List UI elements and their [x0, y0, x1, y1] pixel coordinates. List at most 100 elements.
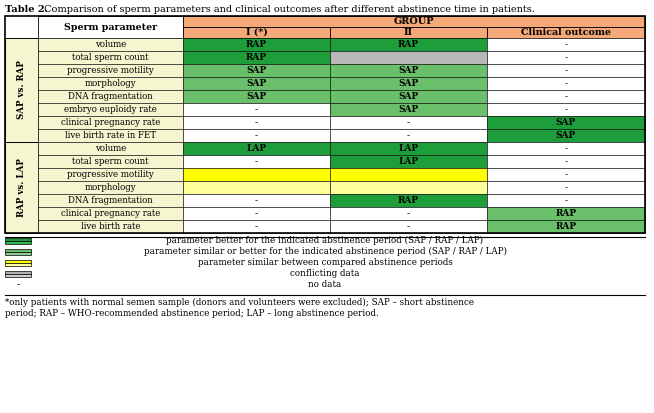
- Text: SAP: SAP: [556, 118, 576, 127]
- Bar: [5, 16, 645, 233]
- Bar: [5, 271, 31, 274]
- Bar: [487, 38, 645, 51]
- Text: parameter better for the indicated abstinence period (SAP / RAP / LAP): parameter better for the indicated absti…: [166, 236, 483, 245]
- Bar: [5, 252, 31, 254]
- Bar: [38, 116, 183, 129]
- Text: -: -: [255, 222, 258, 231]
- Text: -: -: [564, 170, 568, 179]
- Bar: [38, 16, 183, 38]
- Text: -: -: [407, 118, 410, 127]
- Bar: [487, 64, 645, 77]
- Bar: [183, 90, 330, 103]
- Text: SAP: SAP: [398, 105, 419, 114]
- Bar: [38, 220, 183, 233]
- Bar: [38, 207, 183, 220]
- Text: volume: volume: [95, 40, 126, 49]
- Bar: [183, 155, 330, 168]
- Bar: [330, 90, 487, 103]
- Bar: [330, 220, 487, 233]
- Text: -: -: [255, 105, 258, 114]
- Text: -: -: [255, 157, 258, 166]
- Text: DNA fragmentation: DNA fragmentation: [68, 92, 153, 101]
- Bar: [183, 27, 330, 38]
- Text: total sperm count: total sperm count: [72, 157, 148, 166]
- Text: LAP: LAP: [247, 144, 267, 153]
- Bar: [183, 103, 330, 116]
- Text: SAP: SAP: [556, 131, 576, 140]
- Text: Clinical outcome: Clinical outcome: [521, 28, 611, 37]
- Bar: [183, 142, 330, 155]
- Bar: [5, 260, 31, 263]
- Bar: [183, 38, 330, 51]
- Bar: [183, 77, 330, 90]
- Bar: [330, 38, 487, 51]
- Bar: [487, 207, 645, 220]
- Bar: [5, 142, 38, 233]
- Bar: [487, 116, 645, 129]
- Text: -: -: [564, 196, 568, 205]
- Bar: [183, 220, 330, 233]
- Bar: [38, 38, 183, 51]
- Bar: [38, 129, 183, 142]
- Bar: [330, 27, 487, 38]
- Text: embryo euploidy rate: embryo euploidy rate: [64, 105, 157, 114]
- Text: live birth rate: live birth rate: [80, 222, 140, 231]
- Bar: [330, 168, 487, 181]
- Text: Table 2.: Table 2.: [5, 5, 48, 14]
- Bar: [38, 51, 183, 64]
- Text: RAP: RAP: [246, 40, 267, 49]
- Text: -: -: [564, 40, 568, 49]
- Text: -: -: [564, 53, 568, 62]
- Bar: [38, 194, 183, 207]
- Text: -: -: [255, 196, 258, 205]
- Bar: [487, 129, 645, 142]
- Text: SAP: SAP: [398, 66, 419, 75]
- Bar: [330, 194, 487, 207]
- Bar: [330, 181, 487, 194]
- Text: -: -: [407, 209, 410, 218]
- Text: LAP: LAP: [398, 144, 419, 153]
- Bar: [330, 129, 487, 142]
- Bar: [5, 249, 31, 252]
- Text: -: -: [564, 66, 568, 75]
- Text: LAP: LAP: [398, 157, 419, 166]
- Text: clinical pregnancy rate: clinical pregnancy rate: [61, 118, 160, 127]
- Bar: [38, 103, 183, 116]
- Bar: [487, 194, 645, 207]
- Bar: [487, 142, 645, 155]
- Bar: [487, 77, 645, 90]
- Bar: [330, 155, 487, 168]
- Text: conflicting data: conflicting data: [290, 269, 360, 278]
- Text: no data: no data: [309, 280, 341, 289]
- Text: GROUP: GROUP: [394, 17, 434, 26]
- Text: II: II: [404, 28, 413, 37]
- Bar: [330, 64, 487, 77]
- Bar: [38, 64, 183, 77]
- Text: -: -: [255, 131, 258, 140]
- Text: RAP: RAP: [398, 196, 419, 205]
- Text: volume: volume: [95, 144, 126, 153]
- Text: DNA fragmentation: DNA fragmentation: [68, 196, 153, 205]
- Text: morphology: morphology: [84, 183, 136, 192]
- Text: -: -: [564, 79, 568, 88]
- Bar: [38, 181, 183, 194]
- Text: -: -: [564, 92, 568, 101]
- Bar: [183, 116, 330, 129]
- Text: RAP: RAP: [555, 222, 577, 231]
- Bar: [330, 77, 487, 90]
- Text: SAP: SAP: [247, 79, 267, 88]
- Text: SAP: SAP: [247, 92, 267, 101]
- Text: *only patients with normal semen sample (donors and volunteers were excluded); S: *only patients with normal semen sample …: [5, 298, 474, 318]
- Text: parameter similar between compared abstinence periods: parameter similar between compared absti…: [198, 258, 453, 267]
- Text: -: -: [255, 118, 258, 127]
- Text: progressive motility: progressive motility: [67, 66, 154, 75]
- Bar: [183, 168, 330, 181]
- Bar: [330, 103, 487, 116]
- Text: -: -: [407, 131, 410, 140]
- Bar: [330, 116, 487, 129]
- Bar: [330, 51, 487, 64]
- Text: Comparison of sperm parameters and clinical outcomes after different abstinence : Comparison of sperm parameters and clini…: [41, 5, 535, 14]
- Bar: [5, 241, 31, 244]
- Text: RAP: RAP: [246, 53, 267, 62]
- Bar: [183, 16, 645, 27]
